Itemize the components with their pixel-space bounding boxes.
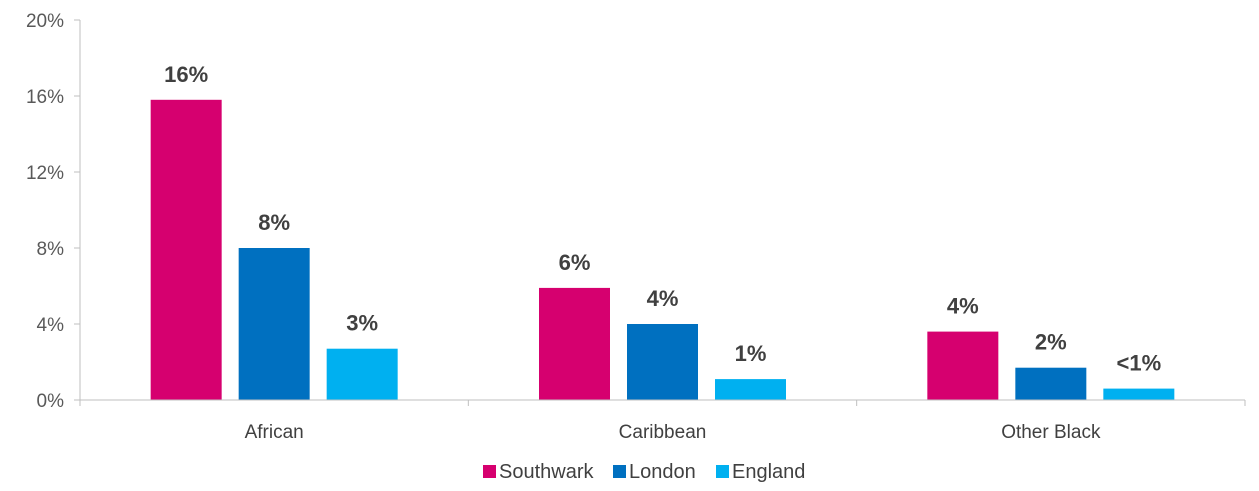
y-tick-label: 8% [37, 239, 65, 260]
data-label: 1% [735, 341, 767, 366]
bar-england-african [326, 348, 398, 400]
legend-swatch-london [613, 465, 626, 478]
x-axis: African Caribbean Other Black [79, 399, 1246, 443]
bar-london-caribbean [627, 324, 698, 400]
x-tick-label: Caribbean [619, 422, 707, 443]
bar-london-other-black [1015, 367, 1087, 400]
bars [150, 99, 1175, 401]
y-tick-label: 20% [26, 11, 64, 32]
data-label: 6% [559, 250, 591, 275]
bar-england-other-black [1103, 388, 1175, 400]
data-label: 4% [647, 286, 679, 311]
y-tick-label: 16% [26, 87, 64, 108]
y-tick-label: 0% [37, 391, 65, 412]
legend: Southwark London England [483, 461, 805, 483]
bar-southwark-other-black [927, 331, 999, 400]
data-label: 2% [1035, 330, 1067, 355]
bar-southwark-caribbean [539, 287, 610, 400]
bar-england-caribbean [715, 379, 786, 400]
data-label: 3% [346, 311, 378, 336]
y-axis: 0% 4% 8% 12% 16% 20% [26, 11, 81, 412]
data-label: <1% [1117, 351, 1162, 376]
y-tick-label: 4% [37, 315, 65, 336]
legend-label: Southwark [499, 461, 594, 483]
legend-label: England [732, 461, 805, 483]
legend-swatch-england [716, 465, 729, 478]
bar-southwark-african [150, 99, 222, 401]
y-tick-label: 12% [26, 163, 64, 184]
data-label: 16% [164, 62, 208, 87]
x-tick-label: African [245, 422, 304, 443]
data-labels: 16% 8% 3% 6% 4% 1% 4% 2% <1% [164, 62, 1161, 376]
legend-swatch-southwark [483, 465, 496, 478]
bar-london-african [238, 248, 310, 400]
data-label: 8% [258, 210, 290, 235]
legend-label: London [629, 461, 696, 483]
data-label: 4% [947, 294, 979, 319]
x-tick-label: Other Black [1001, 422, 1101, 443]
